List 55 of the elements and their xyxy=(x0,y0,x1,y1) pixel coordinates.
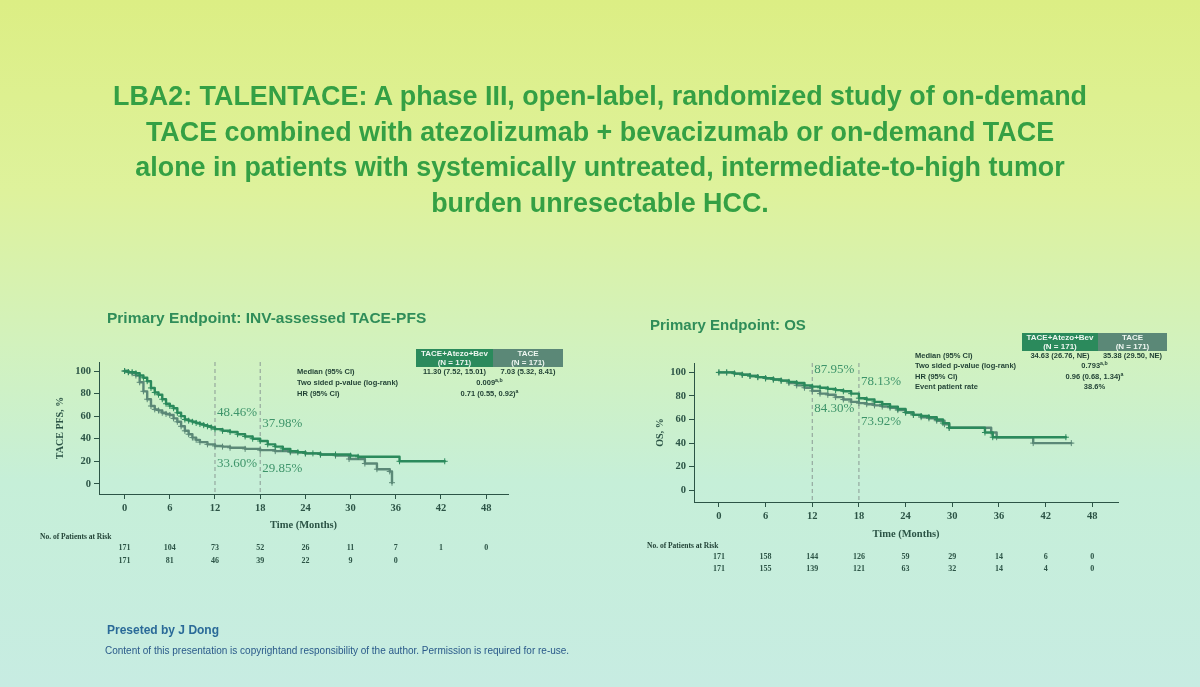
text: 171 104 73 52 26 11 7 1 0 xyxy=(118,543,489,552)
x-tick-label: 0 xyxy=(121,502,128,514)
data-label: 33.60% xyxy=(217,455,258,471)
y-tick-label: 0 xyxy=(680,483,686,495)
x-tick-label: 6 xyxy=(167,502,173,514)
y-tick-label: 0 xyxy=(85,477,91,489)
text: 171 81 46 39 22 9 0 xyxy=(118,556,398,565)
data-label: 78.13% xyxy=(860,372,902,388)
chart-title: Primary Endpoint: OS xyxy=(650,315,806,334)
text: Content of this presentation is copyrightand responsibility of the author. Permission is required for re-use. xyxy=(105,645,570,656)
text: Preseted by J Dong xyxy=(107,623,220,637)
text: TACE+Atezo+Bev (N = 171) xyxy=(416,349,493,367)
y-tick-label: 100 xyxy=(670,366,686,378)
x-axis-title: Time (Months) xyxy=(269,519,338,532)
data-label: 48.46% xyxy=(217,403,258,419)
x-tick-label: 12 xyxy=(807,510,818,522)
text: TACE (N = 171) xyxy=(493,349,563,367)
text: TACE+Atezo+Bev (N = 171) xyxy=(1022,333,1098,351)
x-tick-label: 0 xyxy=(716,510,722,522)
x-tick-label: 36 xyxy=(390,502,402,514)
text: LBA2: TALENTACE: A phase III, open-label, randomized study of on-demand TACE combined with atezolizumab + bevacizumab or on-demand TACE alone in patients with systemically untreated, intermediate-to-high tumor burden unresectable HCC. xyxy=(111,80,1089,220)
x-tick-label: 24 xyxy=(900,510,912,522)
y-tick-label: 60 xyxy=(80,409,91,421)
x-tick-label: 30 xyxy=(345,502,356,514)
x-tick-label: 12 xyxy=(209,502,221,514)
x-tick-label: 24 xyxy=(300,502,312,514)
x-tick-label: 18 xyxy=(254,502,266,514)
y-tick-label: 20 xyxy=(675,460,686,472)
x-tick-label: 6 xyxy=(762,510,769,522)
data-label: 87.95% xyxy=(814,361,855,377)
x-axis-title: Time (Months) xyxy=(872,528,941,541)
x-tick-label: 42 xyxy=(1040,510,1051,522)
text: 171 158 144 126 59 29 14 6 0 xyxy=(712,552,1095,561)
x-tick-label: 42 xyxy=(435,502,447,514)
x-tick-label: 18 xyxy=(853,510,865,522)
y-tick-label: 80 xyxy=(675,389,686,401)
y-tick-label: 80 xyxy=(80,387,91,399)
y-axis-title: OS, % xyxy=(653,418,665,447)
x-tick-label: 48 xyxy=(1087,510,1098,522)
y-tick-label: 100 xyxy=(75,364,91,376)
text: TACE (N = 171) xyxy=(1098,333,1167,351)
chart-title: Primary Endpoint: INV-assessed TACE-PFS xyxy=(107,308,427,327)
y-tick-label: 40 xyxy=(80,432,91,444)
data-label: 73.92% xyxy=(860,412,902,428)
data-label: 84.30% xyxy=(814,400,855,416)
data-label: 29.85% xyxy=(262,459,303,475)
y-tick-label: 20 xyxy=(80,455,91,466)
data-label: 37.98% xyxy=(262,415,303,431)
y-tick-label: 40 xyxy=(675,436,686,448)
x-tick-label: 36 xyxy=(993,510,1005,522)
x-tick-label: 30 xyxy=(947,510,958,522)
x-tick-label: 48 xyxy=(480,502,492,514)
y-axis-title: TACE PFS, % xyxy=(53,396,65,460)
text: 171 155 139 121 63 32 14 4 0 xyxy=(712,564,1095,573)
y-tick-label: 60 xyxy=(675,413,686,425)
